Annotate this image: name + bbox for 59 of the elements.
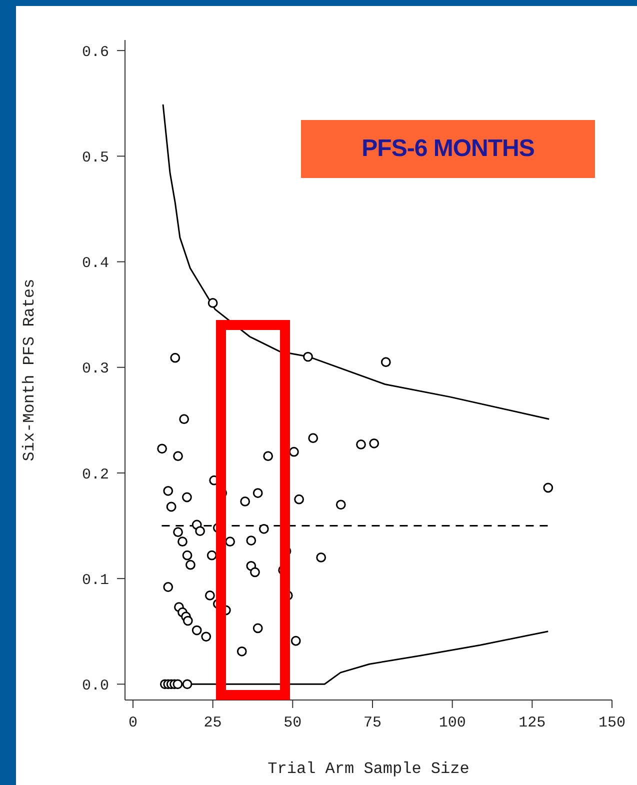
- point: [182, 616, 193, 626]
- point: [186, 560, 196, 570]
- point: [369, 438, 380, 448]
- y-tick-label: 0.5: [82, 149, 109, 166]
- point: [240, 496, 250, 506]
- point: [252, 488, 263, 498]
- point: [206, 550, 217, 560]
- point: [172, 679, 183, 690]
- y-tick-label: 0.0: [82, 677, 109, 694]
- point: [208, 298, 218, 308]
- point: [195, 526, 205, 536]
- point: [173, 527, 183, 538]
- x-tick-label: 150: [598, 714, 626, 732]
- y-axis-title: Six-Month PFS Rates: [20, 278, 39, 462]
- point: [250, 567, 260, 578]
- x-tick-label: 0: [128, 714, 138, 732]
- label-box: PFS-6 MONTHS: [301, 120, 595, 178]
- point: [236, 646, 247, 656]
- point: [182, 492, 192, 502]
- point: [303, 352, 313, 362]
- point: [204, 590, 215, 600]
- line-series: [162, 104, 550, 420]
- x-tick-label: 50: [284, 714, 302, 732]
- point: [294, 494, 304, 504]
- point: [225, 536, 236, 547]
- point: [543, 482, 554, 493]
- point: [290, 636, 301, 646]
- point: [182, 679, 192, 690]
- x-tick-label: 75: [363, 714, 382, 732]
- point: [380, 357, 391, 368]
- point: [173, 451, 183, 462]
- y-tick-label: 0.2: [82, 466, 109, 484]
- y-tick-label: 0.6: [82, 44, 109, 61]
- x-tick-label: 100: [438, 714, 466, 732]
- y-tick-label: 0.3: [82, 360, 109, 378]
- point: [288, 446, 299, 457]
- y-tick-label: 0.4: [82, 255, 109, 272]
- point: [336, 500, 346, 510]
- point: [166, 502, 176, 512]
- point: [258, 524, 269, 534]
- point: [163, 582, 174, 592]
- point: [356, 440, 366, 450]
- point: [179, 414, 190, 424]
- x-tick-label: 125: [518, 714, 546, 732]
- point: [252, 623, 263, 634]
- point: [246, 536, 256, 546]
- point: [263, 451, 274, 462]
- point: [201, 632, 212, 642]
- y-tick-label: 0.1: [82, 572, 109, 589]
- point: [316, 552, 326, 562]
- point: [178, 536, 188, 547]
- point: [170, 352, 180, 363]
- point: [182, 550, 192, 560]
- point: [163, 486, 174, 496]
- point: [192, 625, 202, 636]
- point: [308, 433, 318, 444]
- x-tick-label: 25: [204, 714, 222, 732]
- point: [157, 444, 167, 454]
- x-axis-title: Trial Arm Sample Size: [268, 760, 470, 778]
